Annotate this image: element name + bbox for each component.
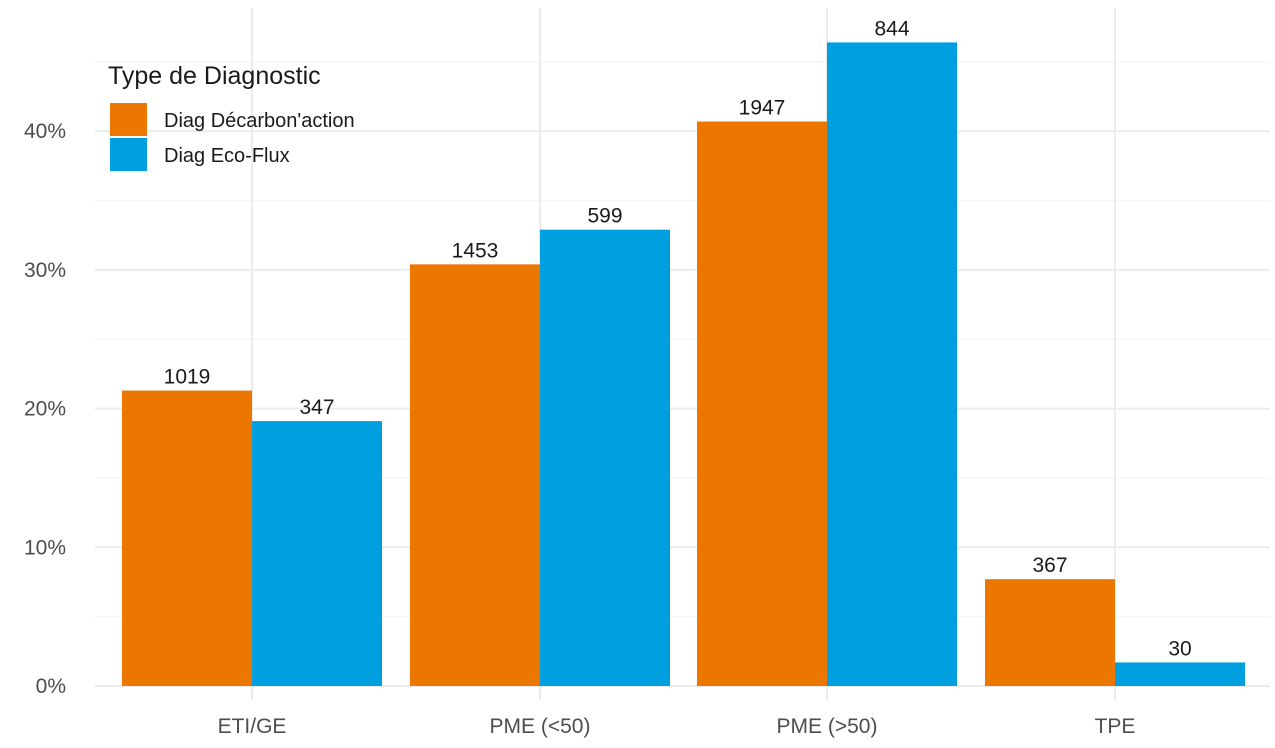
x-tick-label-eti-ge: ETI/GE <box>218 715 287 738</box>
data-label-diag-eco-flux-pme-50: 844 <box>874 17 909 40</box>
x-tick-label-pme-50: PME (<50) <box>490 715 591 738</box>
bar-diag-d-carbon-action-tpe <box>985 579 1115 686</box>
bar-diag-eco-flux-pme-50 <box>540 229 670 686</box>
data-label-diag-d-carbon-action-pme-50: 1453 <box>452 239 499 262</box>
y-tick-label: 30% <box>24 259 66 282</box>
legend-title: Type de Diagnostic <box>108 62 321 90</box>
x-tick-label-tpe: TPE <box>1095 715 1136 738</box>
data-labels: 1019 1453 1947 367 347 599 844 30 <box>164 17 1192 660</box>
bar-diag-d-carbon-action-eti-ge <box>122 390 252 686</box>
data-label-diag-eco-flux-tpe: 30 <box>1168 637 1191 660</box>
x-tick-label-pme-50: PME (>50) <box>777 715 878 738</box>
legend-swatch-diag-decarbonaction <box>110 103 147 136</box>
y-tick-label: 20% <box>24 398 66 421</box>
bars <box>122 42 1245 687</box>
bar-diag-eco-flux-tpe <box>1115 662 1245 686</box>
bar-diag-d-carbon-action-pme-50 <box>697 121 827 687</box>
y-axis-ticks: 0% 10% 20% 30% 40% <box>24 120 66 698</box>
y-tick-label: 0% <box>36 675 66 698</box>
bar-diag-d-carbon-action-pme-50 <box>410 264 540 686</box>
y-tick-label: 40% <box>24 120 66 143</box>
data-label-diag-eco-flux-eti-ge: 347 <box>299 396 334 419</box>
data-label-diag-d-carbon-action-eti-ge: 1019 <box>164 366 211 389</box>
data-label-diag-d-carbon-action-pme-50: 1947 <box>739 96 786 119</box>
bar-diag-eco-flux-eti-ge <box>252 421 382 686</box>
legend-label-diag-eco-flux: Diag Eco-Flux <box>164 145 290 167</box>
legend-label-diag-decarbonaction: Diag Décarbon'action <box>164 110 355 132</box>
data-label-diag-d-carbon-action-tpe: 367 <box>1032 554 1067 577</box>
bar-diag-eco-flux-pme-50 <box>827 42 957 686</box>
legend-swatch-diag-eco-flux <box>110 138 147 171</box>
data-label-diag-eco-flux-pme-50: 599 <box>587 205 622 228</box>
x-axis-ticks: ETI/GE PME (<50) PME (>50) TPE <box>218 715 1136 738</box>
y-tick-label: 10% <box>24 536 66 559</box>
legend: Type de Diagnostic Diag Décarbon'action … <box>108 62 355 171</box>
